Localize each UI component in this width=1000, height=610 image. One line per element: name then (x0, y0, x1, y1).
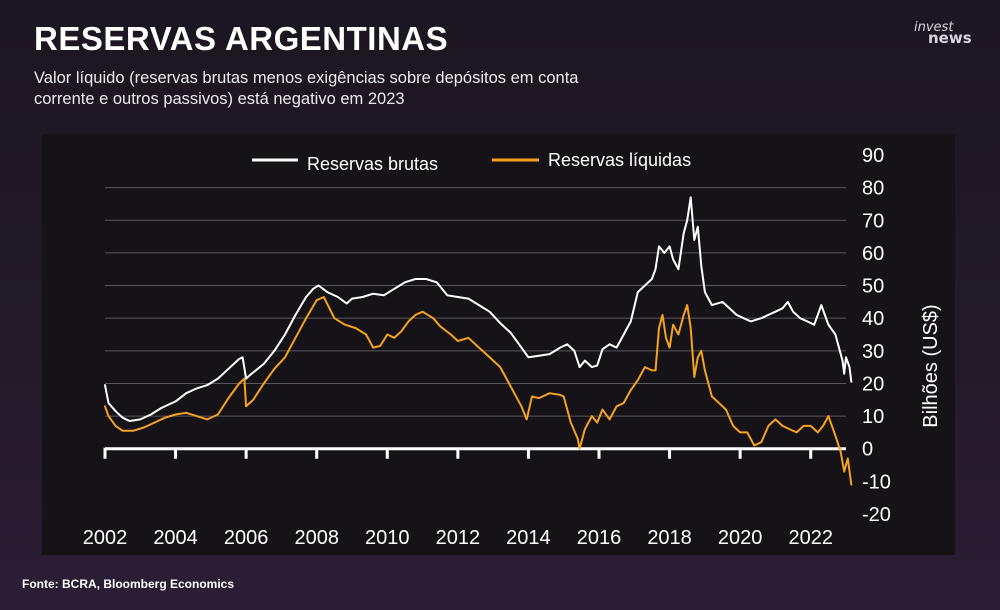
series-line-reservas-liquidas (104, 296, 853, 486)
chart-title: RESERVAS ARGENTINAS (34, 20, 449, 57)
x-tick-labels: 2002 2004 2006 2008 2010 2012 2014 2016 2018 2020… (83, 527, 833, 549)
x-tick-label: 2016 (577, 527, 622, 549)
y-tick-labels: 90 80 70 60 50 40 30 20 10 0 -10 -20 (862, 145, 891, 526)
legend-label-brutas: Reservas brutas (307, 154, 438, 174)
x-tick-label: 2006 (224, 527, 269, 549)
y-axis-label: Bilhões (US$) (920, 304, 942, 427)
chart-subtitle: Valor líquido (reservas brutas menos exi… (34, 69, 579, 108)
x-tick-label: 2010 (365, 527, 410, 549)
y-tick-label: -20 (862, 504, 891, 526)
y-tick-label: 10 (862, 406, 884, 428)
y-tick-label: 60 (862, 243, 884, 265)
x-tick-label: 2002 (83, 527, 128, 549)
source-note: Fonte: BCRA, Bloomberg Economics (22, 577, 235, 591)
x-tick-label: 2020 (718, 527, 763, 549)
x-tick-label: 2004 (153, 527, 198, 549)
y-tick-label: 30 (862, 341, 884, 363)
y-tick-label: -10 (862, 471, 891, 493)
chart-gridlines (105, 187, 846, 417)
legend: Reservas brutas Reservas líquidas (252, 150, 691, 174)
x-tick-label: 2008 (294, 527, 339, 549)
x-tick-label: 2012 (436, 527, 481, 549)
y-tick-label: 70 (862, 210, 884, 232)
x-tick-label: 2018 (647, 527, 692, 549)
investnews-logo: invest news (914, 20, 978, 47)
chart-panel (42, 134, 955, 555)
series-lines (104, 196, 853, 486)
y-tick-label: 40 (862, 308, 884, 330)
logo-text-invest: invest (914, 20, 954, 35)
y-tick-label: 50 (862, 276, 884, 298)
logo-text-news: news (928, 29, 972, 47)
y-tick-label: 20 (862, 373, 884, 395)
y-tick-label: 0 (862, 439, 873, 461)
legend-label-liquidas: Reservas líquidas (548, 150, 691, 170)
x-tick-label: 2022 (788, 527, 833, 549)
x-tick-label: 2014 (506, 527, 551, 549)
y-tick-label: 90 (862, 145, 884, 167)
series-line-reservas-brutas (104, 196, 853, 422)
y-tick-label: 80 (862, 178, 884, 200)
x-axis (103, 447, 846, 459)
